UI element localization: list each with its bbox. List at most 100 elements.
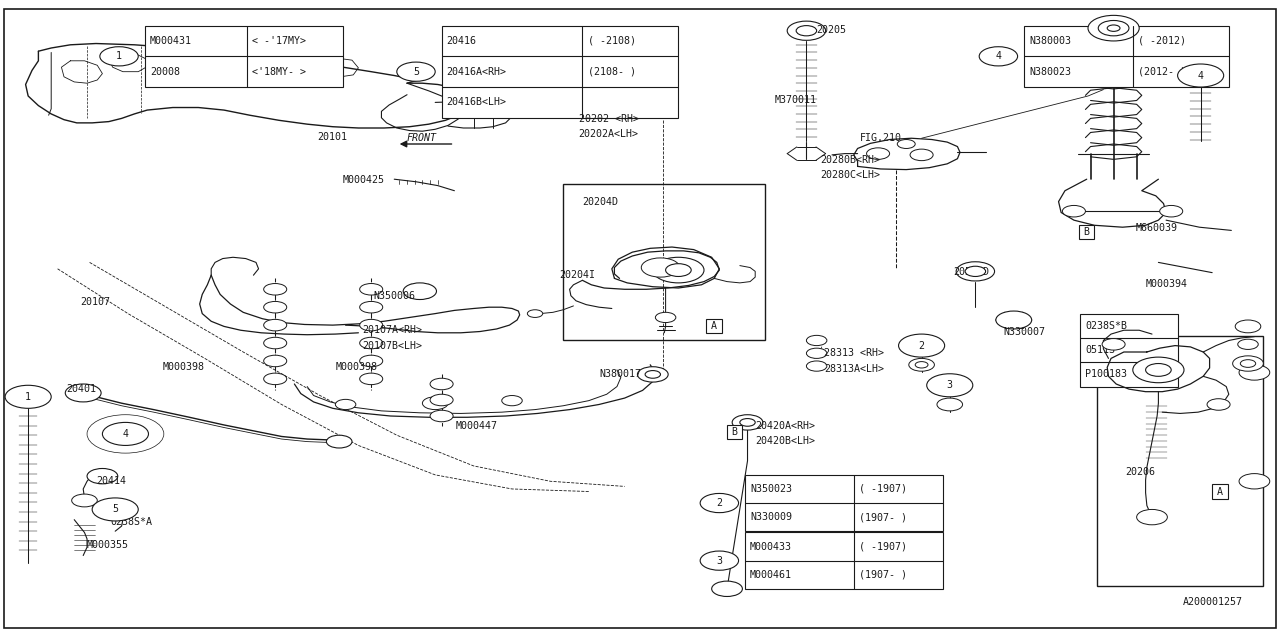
Text: 20107B<LH>: 20107B<LH> — [362, 340, 422, 351]
Text: 1: 1 — [116, 51, 122, 61]
Text: 20101: 20101 — [317, 132, 347, 142]
Text: M000431: M000431 — [150, 36, 192, 46]
Circle shape — [700, 551, 739, 570]
Circle shape — [956, 262, 995, 281]
Circle shape — [360, 284, 383, 295]
Circle shape — [360, 337, 383, 349]
Circle shape — [666, 264, 691, 276]
Text: 3: 3 — [947, 380, 952, 390]
Text: 20202 <RH>: 20202 <RH> — [579, 114, 639, 124]
Bar — [727, 425, 742, 439]
Text: 20107A<RH>: 20107A<RH> — [362, 325, 422, 335]
Circle shape — [787, 21, 826, 40]
Text: 20584D: 20584D — [954, 267, 989, 277]
Circle shape — [422, 397, 448, 410]
Text: 0238S*A: 0238S*A — [110, 516, 152, 527]
Text: <'18MY- >: <'18MY- > — [252, 67, 306, 77]
Circle shape — [403, 283, 436, 300]
Circle shape — [1107, 25, 1120, 31]
Circle shape — [700, 493, 739, 513]
Circle shape — [937, 398, 963, 411]
Circle shape — [360, 355, 383, 367]
Circle shape — [806, 335, 827, 346]
Bar — [1024, 26, 1229, 87]
Text: (2108- ): (2108- ) — [588, 67, 635, 77]
Circle shape — [360, 319, 383, 331]
Text: B: B — [1084, 227, 1089, 237]
Text: ( -1907): ( -1907) — [859, 484, 906, 494]
Text: 1: 1 — [26, 392, 31, 402]
Circle shape — [1235, 320, 1261, 333]
Text: 20204D: 20204D — [582, 196, 618, 207]
Circle shape — [637, 367, 668, 382]
Circle shape — [264, 355, 287, 367]
Circle shape — [92, 498, 138, 521]
Text: M370011: M370011 — [774, 95, 817, 106]
Text: M000447: M000447 — [456, 420, 498, 431]
Circle shape — [502, 396, 522, 406]
Bar — [745, 532, 943, 589]
Text: 2: 2 — [717, 498, 722, 508]
Circle shape — [1238, 339, 1258, 349]
Text: M000398: M000398 — [163, 362, 205, 372]
Text: P100183: P100183 — [1085, 369, 1128, 380]
Circle shape — [100, 47, 138, 66]
Text: 28313A<LH>: 28313A<LH> — [824, 364, 884, 374]
Text: FIG.210: FIG.210 — [860, 133, 902, 143]
Text: A: A — [712, 321, 717, 332]
Text: 4: 4 — [996, 51, 1001, 61]
Circle shape — [430, 378, 453, 390]
Text: M000461: M000461 — [750, 570, 792, 580]
Circle shape — [72, 494, 97, 507]
Bar — [1212, 484, 1228, 499]
Text: 28313 <RH>: 28313 <RH> — [824, 348, 884, 358]
Text: 20008: 20008 — [150, 67, 179, 77]
Circle shape — [1137, 509, 1167, 525]
Text: N330007: N330007 — [1004, 326, 1046, 337]
Text: 20280C<LH>: 20280C<LH> — [820, 170, 881, 180]
Text: 20401: 20401 — [67, 384, 96, 394]
Text: 4: 4 — [1198, 70, 1203, 81]
Circle shape — [527, 310, 543, 317]
Text: 20205: 20205 — [817, 25, 846, 35]
Circle shape — [264, 284, 287, 295]
Circle shape — [1146, 364, 1171, 376]
Text: < -'17MY>: < -'17MY> — [252, 36, 306, 46]
Text: N350023: N350023 — [750, 484, 792, 494]
Circle shape — [927, 374, 973, 397]
Text: 20414: 20414 — [96, 476, 125, 486]
Circle shape — [1239, 365, 1270, 380]
Text: M000394: M000394 — [1146, 278, 1188, 289]
Circle shape — [732, 415, 763, 430]
Circle shape — [326, 435, 352, 448]
Text: M660039: M660039 — [1135, 223, 1178, 234]
Circle shape — [360, 301, 383, 313]
Circle shape — [1207, 399, 1230, 410]
Circle shape — [397, 62, 435, 81]
Circle shape — [996, 311, 1032, 329]
Circle shape — [645, 371, 660, 378]
Circle shape — [264, 373, 287, 385]
Circle shape — [909, 358, 934, 371]
Circle shape — [1233, 356, 1263, 371]
Text: 4: 4 — [123, 429, 128, 439]
Text: 20204I: 20204I — [559, 270, 595, 280]
Text: 20202A<LH>: 20202A<LH> — [579, 129, 639, 140]
Circle shape — [910, 149, 933, 161]
Text: 5: 5 — [413, 67, 419, 77]
Circle shape — [1133, 357, 1184, 383]
Text: N350006: N350006 — [374, 291, 416, 301]
Circle shape — [87, 468, 118, 484]
Text: M000398: M000398 — [335, 362, 378, 372]
Bar — [1080, 314, 1178, 387]
Circle shape — [264, 301, 287, 313]
Bar — [707, 319, 722, 333]
Circle shape — [806, 361, 827, 371]
Text: 20416A<RH>: 20416A<RH> — [447, 67, 507, 77]
Circle shape — [1102, 339, 1125, 350]
Text: 3: 3 — [717, 556, 722, 566]
Circle shape — [897, 140, 915, 148]
Text: (1907- ): (1907- ) — [859, 570, 906, 580]
Text: M000425: M000425 — [343, 175, 385, 186]
Circle shape — [1160, 205, 1183, 217]
